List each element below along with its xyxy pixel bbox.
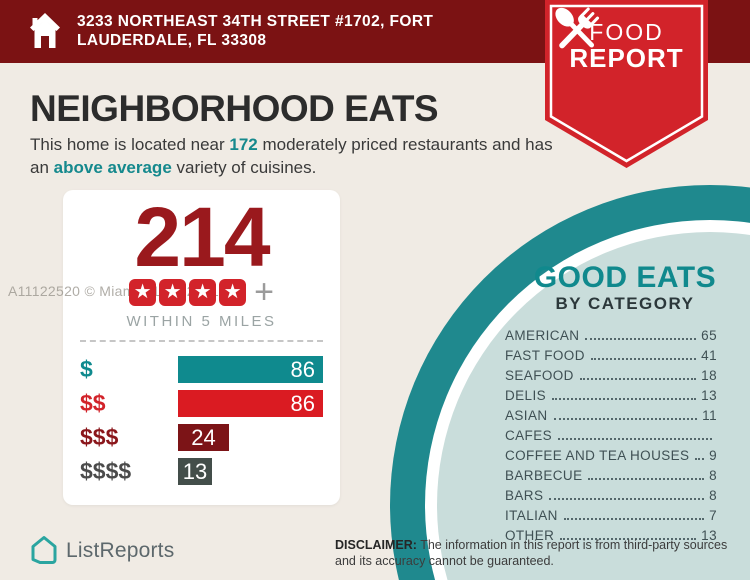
price-bar-label: $$ [80,390,106,416]
price-bar-value: 86 [290,356,315,382]
dotted-leader [560,538,697,540]
category-row: FAST FOOD 41 [505,343,717,363]
by-category-subtitle: BY CATEGORY [555,294,695,313]
price-bar-value: 13 [182,458,208,484]
category-row: COFFEE AND TEA HOUSES 9 [505,443,717,463]
star-icon: ★ [219,279,247,306]
price-bar-fill: 86 [178,390,323,417]
subtitle-text: This home is located near [30,135,230,154]
price-bar-row: $$$$ 13 [63,458,340,485]
dotted-leader [579,378,697,380]
variety-accent: above average [53,158,172,177]
rating-stars: ★ ★ ★ ★ + [63,273,340,311]
price-bar-label: $$$ [80,424,119,450]
price-bar-row: $$ 86 [63,390,340,417]
category-value: 65 [701,328,717,343]
category-row: OTHER 13 [505,523,717,543]
price-bar-row: $$$ 24 [63,424,340,451]
star-icon: ★ [129,279,157,306]
disclaimer: DISCLAIMER: The information in this repo… [335,537,735,569]
stats-card: 214 ★ ★ ★ ★ + WITHIN 5 MILES $ 86 $$ 86 $$$ … [63,190,340,505]
category-row: BARBECUE 8 [505,463,717,483]
price-bar-label: $ [80,356,93,382]
category-value: 8 [709,488,717,503]
listreports-logo-text: ListReports [66,539,175,562]
category-label: BARS [505,488,544,503]
category-label: OTHER [505,528,555,543]
dotted-leader [588,478,705,480]
category-row: BARS 8 [505,483,717,503]
price-bar-value: 24 [191,424,216,450]
crossed-spoon-and-fork-icon [555,7,600,49]
category-value: 13 [701,388,717,403]
property-address: 3233 NORTHEAST 34TH STREET #1702, FORT L… [77,12,433,50]
subtitle-text: variety of cuisines. [171,158,317,177]
category-label: COFFEE AND TEA HOUSES [505,448,690,463]
address-line-2: LAUDERDALE, FL 33308 [77,32,267,49]
disclaimer-text: The information in this report is from t… [335,538,728,568]
good-eats-title: GOOD EATS [533,261,717,294]
house-icon [30,13,60,48]
category-row: DELIS 13 [505,383,717,403]
dotted-leader [563,518,705,520]
dotted-leader [695,458,705,460]
star-icon: ★ [189,279,217,306]
price-bar-value: 86 [290,390,315,416]
subtitle-text: moderately priced restaurants and has an [30,135,553,177]
food-report-badge: FOOD REPORT [545,0,708,170]
dotted-leader [558,438,712,440]
price-bar-fill: 13 [178,458,212,485]
listreports-house-icon [31,536,57,564]
dotted-leader [553,418,698,420]
price-bar-row: $ 86 [63,356,340,383]
category-row: CAFES [505,423,717,443]
category-label: SEAFOOD [505,368,574,383]
category-label: AMERICAN [505,328,580,343]
star-icon: ★ [159,279,187,306]
category-label: DELIS [505,388,547,403]
price-bar-label: $$$$ [80,458,132,484]
category-row: AMERICAN 65 [505,323,717,343]
category-label: CAFES [505,428,553,443]
address-line-1: 3233 NORTHEAST 34TH STREET #1702, FORT [77,13,434,30]
price-bar-fill: 86 [178,356,323,383]
dotted-leader [552,398,697,400]
dashed-divider [80,340,323,342]
total-restaurants-count: 214 [134,190,270,284]
badge-title-line1: FOOD [589,19,664,45]
category-label: BARBECUE [505,468,583,483]
price-bar-fill: 24 [178,424,229,451]
price-bar-chart: $ 86 $$ 86 $$$ 24 $$$$ 13 [63,356,340,485]
category-value: 9 [709,448,717,463]
category-value: 8 [709,468,717,483]
category-label: ASIAN [505,408,548,423]
category-row: ITALIAN 7 [505,503,717,523]
category-label: FAST FOOD [505,348,585,363]
category-value: 18 [701,368,717,383]
listreports-logo: ListReports [30,535,174,567]
category-label: ITALIAN [505,508,558,523]
plus-icon: + [254,273,274,311]
disclaimer-label: DISCLAIMER: [335,538,417,552]
category-row: ASIAN 11 [505,403,717,423]
category-value: 41 [701,348,717,363]
dotted-leader [549,498,705,500]
category-value: 13 [701,528,717,543]
dotted-leader [585,338,697,340]
restaurant-count-accent: 172 [229,135,258,154]
category-row: SEAFOOD 18 [505,363,717,383]
radius-label: WITHIN 5 MILES [126,313,277,330]
dotted-leader [590,358,697,360]
page-subtitle: This home is located near 172 moderately… [30,133,560,179]
category-value: 11 [702,408,717,423]
page-title: NEIGHBORHOOD EATS [30,88,439,129]
badge-title-line2: REPORT [569,43,684,73]
category-value: 7 [709,508,717,523]
category-list: AMERICAN 65 FAST FOOD 41 SEAFOOD 18 DELI… [505,323,717,543]
